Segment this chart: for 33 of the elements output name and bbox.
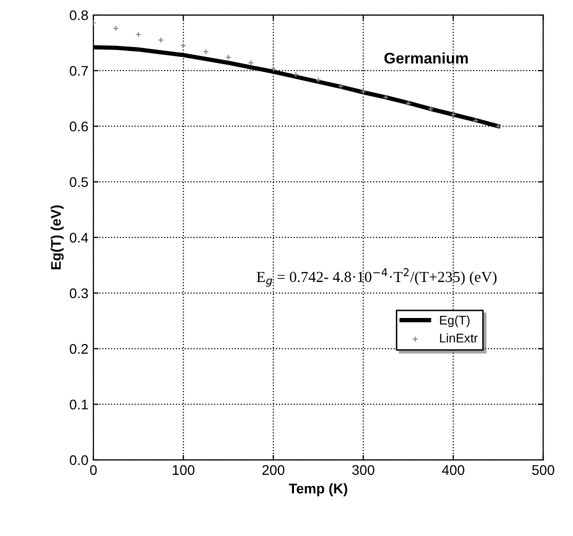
point	[248, 60, 254, 66]
y-axis-title: Eg(T) (eV)	[50, 205, 64, 270]
legend-label: Eg(T)	[440, 315, 470, 328]
point	[225, 54, 232, 60]
point	[292, 72, 299, 78]
point	[495, 123, 502, 130]
y-tick-label: 0.3	[70, 288, 88, 298]
y-tick-label: 0.0	[70, 455, 88, 466]
x-tick-label: 300	[352, 465, 374, 475]
x-tick-label: 100	[172, 465, 194, 475]
annotation: E$_{g}$ = 0.742- 4.8·10$^{−4}$·T$^{2}$/(T+235) (eV)	[256, 268, 497, 287]
point	[158, 37, 164, 43]
y-tick-label: 0.1	[70, 400, 88, 410]
legend-label: LinExtr	[440, 333, 478, 342]
y-tick-label: 0.6	[70, 122, 88, 132]
point	[202, 48, 209, 55]
point	[360, 88, 366, 95]
x-tick-label: 400	[442, 465, 464, 475]
point	[338, 83, 344, 90]
x-tick-label: 500	[532, 465, 554, 475]
y-tick-label: 0.8	[70, 10, 88, 20]
y-tick-label: 0.7	[70, 66, 88, 76]
point	[382, 94, 389, 100]
point	[135, 32, 142, 38]
y-tick-label: 0.4	[70, 232, 88, 243]
point	[472, 118, 479, 124]
x-tick-label: 200	[262, 465, 284, 475]
point	[428, 106, 434, 112]
x-axis-title: Temp (K)	[288, 483, 348, 496]
y-tick-label: 0.2	[70, 344, 88, 354]
y-tick-label: 0.5	[70, 177, 88, 188]
annotation: Germanium	[384, 52, 468, 64]
x-tick-label: 0	[90, 465, 97, 475]
